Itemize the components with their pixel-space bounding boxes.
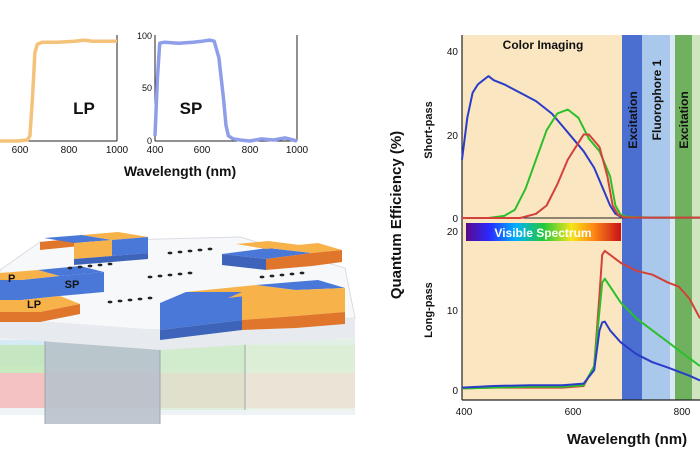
tile-orange	[268, 243, 342, 253]
color-imaging-label: Color Imaging	[503, 38, 584, 52]
qe-x-tick: 600	[565, 407, 582, 418]
lp-plot-area	[0, 35, 117, 141]
tile-orange	[82, 232, 148, 240]
tile-orange	[74, 240, 112, 259]
tile-label: SP	[65, 279, 80, 291]
qe-y-tick: 40	[447, 47, 459, 58]
sp-x-tick: 800	[242, 145, 259, 156]
lp-x-tick: 800	[61, 145, 78, 156]
lp-x-tick: 600	[12, 145, 29, 156]
qe-x-tick: 400	[456, 407, 473, 418]
left-x-axis-label: Wavelength (nm)	[124, 163, 236, 179]
tile-edge	[242, 312, 345, 330]
lp-x-tick: 1000	[106, 145, 129, 156]
qe-y-tick: 20	[447, 227, 459, 238]
sp-y-tick: 100	[137, 31, 152, 41]
sp-x-tick: 400	[147, 145, 164, 156]
tile-orange	[236, 241, 300, 249]
tile-edge	[266, 250, 342, 270]
tile-blue	[44, 235, 112, 243]
lp-series-line-2	[461, 320, 700, 389]
tile-blue	[0, 276, 60, 300]
visible-spectrum-bar	[466, 223, 621, 241]
qe-y-tick: 0	[452, 386, 458, 397]
tile-blue	[160, 292, 242, 303]
excitation-label: Excitation	[677, 91, 691, 148]
tile-blue	[160, 292, 242, 330]
short-pass-label: Short-pass	[423, 101, 435, 158]
short-pass-series	[461, 75, 700, 219]
tile-orange	[0, 270, 60, 280]
tile-label: P	[8, 273, 15, 285]
sensor-illustration: P SP LP	[0, 232, 356, 424]
sp-transmission-plot: SP 0 50 100 400 600 800 1000	[137, 31, 309, 156]
qe-y-tick: 10	[447, 306, 459, 317]
tile-edge	[222, 254, 266, 270]
qe-x-axis-label: Wavelength (nm)	[567, 431, 687, 448]
qe-y-tick: 20	[447, 131, 459, 142]
fluorophore-label: Fluorophore 1	[650, 59, 664, 140]
sp-series-line-2	[462, 133, 700, 219]
lp-curve	[0, 38, 117, 143]
long-pass-label: Long-pass	[423, 282, 435, 338]
sp-x-tick: 600	[194, 145, 211, 156]
tile-edge	[74, 253, 148, 265]
tile-blue	[60, 272, 104, 296]
excitation-label: Excitation	[626, 91, 640, 148]
qe-x-tick: 800	[674, 407, 691, 418]
dot-pattern	[67, 247, 305, 304]
long-pass-series	[461, 249, 700, 390]
tile-orange	[242, 288, 345, 320]
qe-y-tick: 0	[452, 214, 458, 225]
lp-transmission-plot: LP 600 800 1000	[0, 35, 129, 156]
qe-y-axis-label: Quantum Efficiency (%)	[388, 131, 405, 299]
sp-x-tick: 1000	[286, 145, 309, 156]
lp-series-line-1	[461, 277, 700, 390]
tile-blue	[256, 280, 345, 290]
tile-blue	[222, 248, 312, 259]
sp-panel-label: SP	[180, 99, 203, 118]
tile-edge	[160, 320, 242, 340]
sp-curve	[153, 38, 298, 143]
tile-label: LP	[27, 299, 41, 311]
sp-y-tick: 50	[142, 83, 152, 93]
visible-spectrum-label: Visible Spectrum	[494, 226, 591, 240]
sp-y-tick: 0	[147, 136, 152, 146]
lp-panel-label: LP	[73, 99, 95, 118]
tile-edge	[0, 304, 80, 322]
tile-blue	[112, 237, 148, 256]
qe-chart: Color Imaging Excitation Fluorophore 1 E…	[388, 35, 700, 448]
